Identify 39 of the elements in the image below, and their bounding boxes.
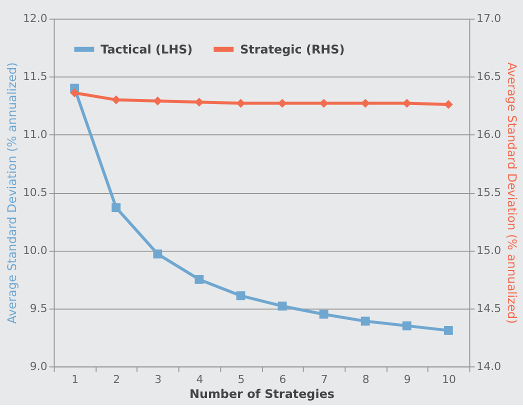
y-tick-label: 10.5	[22, 186, 48, 200]
legend-label: Tactical (LHS)	[100, 42, 193, 56]
point	[402, 321, 412, 330]
y2-tick-label: 14.5	[476, 302, 502, 315]
point	[153, 250, 162, 258]
y2-tick-label: 15.5	[476, 186, 502, 200]
y-tick-label: 11.5	[22, 70, 48, 84]
point	[319, 310, 328, 319]
y2-tick-label: 15.0	[476, 244, 502, 257]
x-tick-label: 2	[113, 372, 120, 386]
x-tick-label: 10	[442, 372, 456, 386]
x-axis-title: Number of Strategies	[189, 386, 335, 401]
y-tick-label: 9.0	[30, 360, 48, 373]
y-axis-title: Average Standard Deviation (% annualized)	[4, 62, 19, 324]
y-tick-label: 11.0	[22, 128, 48, 142]
point	[194, 275, 204, 284]
point	[444, 326, 453, 335]
point	[70, 88, 80, 98]
y2-tick-label: 16.5	[476, 70, 502, 84]
point	[278, 302, 287, 311]
point	[360, 316, 370, 326]
x-tick-label: 9	[404, 372, 411, 386]
x-tick-label: 6	[279, 372, 286, 386]
x-tick-label: 5	[238, 372, 245, 386]
y2-tick-label: 16.0	[476, 128, 502, 142]
point	[112, 203, 121, 212]
y-tick-label: 10.0	[22, 244, 48, 257]
y2-tick-label: 14.0	[476, 360, 502, 373]
x-tick-label: 7	[320, 372, 328, 386]
y-tick-label: 12.0	[22, 12, 48, 26]
legend-label: Strategic (RHS)	[240, 42, 345, 56]
x-tick-label: 8	[362, 372, 370, 386]
x-tick-label: 4	[196, 372, 204, 386]
point	[236, 291, 246, 300]
x-tick-label: 1	[72, 372, 79, 386]
y2-tick-label: 17.0	[476, 12, 502, 26]
y2-axis-title: Average Standard Deviation (% annualized)	[505, 62, 520, 324]
x-tick-label: 3	[154, 372, 162, 386]
y-tick-label: 9.5	[30, 302, 48, 315]
